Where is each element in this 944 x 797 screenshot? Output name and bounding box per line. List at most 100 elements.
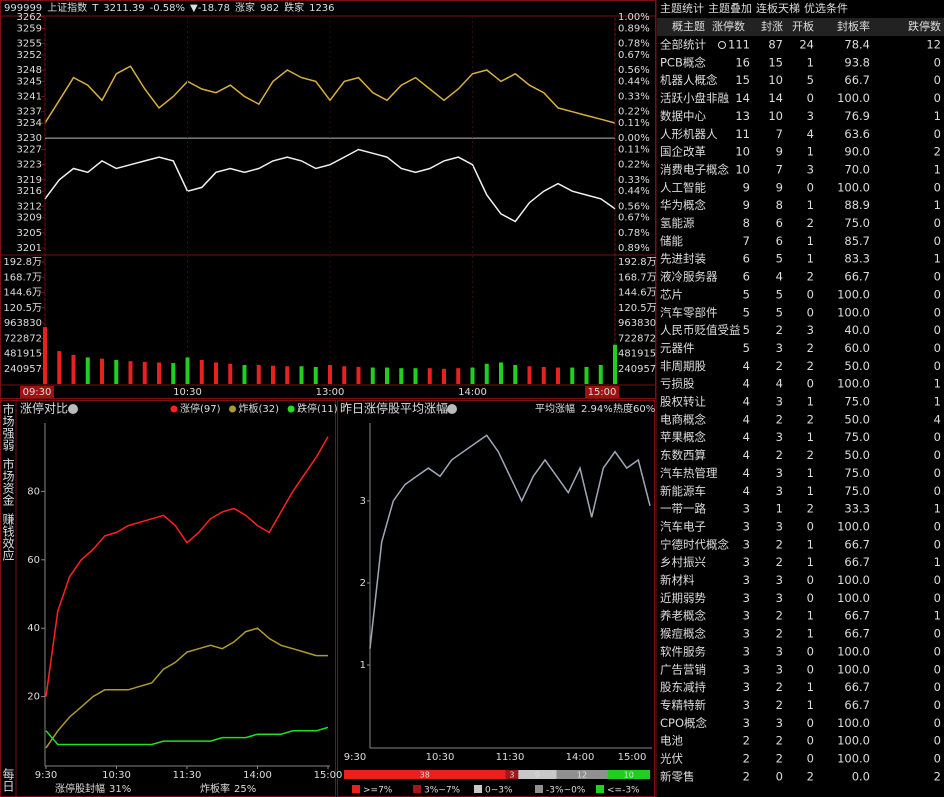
table-cell: 100.0 (837, 734, 870, 748)
side-tab[interactable]: 市场资金 (1, 457, 15, 506)
table-cell[interactable]: 电商概念 (660, 412, 706, 426)
table-cell[interactable]: 全部统计 (660, 38, 706, 52)
table-cell[interactable]: 汽车热管理 (660, 466, 718, 480)
table-cell[interactable]: 消费电子概念 (660, 162, 729, 176)
table-cell[interactable]: CPO概念 (660, 716, 708, 730)
table-cell[interactable]: 苹果概念 (660, 430, 706, 444)
column-header[interactable]: 封涨 (761, 19, 783, 33)
volume-bar (499, 362, 503, 384)
legend-entry: 涨停(97) (180, 402, 221, 415)
tab[interactable]: 优选条件 (804, 1, 848, 15)
table-cell: 3 (776, 644, 783, 658)
table-cell[interactable]: 专精特新 (660, 698, 706, 712)
table-cell[interactable]: 股东减持 (660, 680, 706, 694)
table-cell: 1 (934, 502, 941, 516)
x-tick-label: 14:00 (458, 387, 487, 398)
pct-label: 0.33% (618, 175, 650, 186)
table-cell: 4 (776, 377, 783, 391)
table-cell: 10 (768, 73, 783, 87)
table-cell[interactable]: 广告营销 (660, 662, 706, 676)
table-cell[interactable]: 股权转让 (660, 395, 706, 409)
table-cell[interactable]: 数据中心 (660, 109, 706, 123)
volume-bar (256, 365, 261, 384)
table-cell[interactable]: 汽车零部件 (660, 305, 718, 319)
table-cell[interactable]: 乡村振兴 (660, 555, 706, 569)
table-cell: 3 (743, 716, 750, 730)
header-flag: T (91, 3, 99, 14)
table-cell: 100.0 (837, 644, 870, 658)
table-cell[interactable]: 人工智能 (660, 180, 706, 194)
table-cell[interactable]: 电池 (660, 734, 683, 748)
side-tab[interactable]: 市场强弱 (1, 402, 15, 452)
table-cell: 3 (776, 591, 783, 605)
table-cell: 50.0 (844, 412, 870, 426)
table-cell[interactable]: 元器件 (660, 341, 695, 355)
table-cell[interactable]: 东数西算 (660, 448, 706, 462)
tab[interactable]: 连板天梯 (756, 1, 800, 15)
table-cell: 3 (743, 680, 750, 694)
legend-label: 0~3% (485, 786, 513, 796)
table-cell[interactable]: 光伏 (660, 752, 683, 766)
table-cell[interactable]: 氢能源 (660, 216, 695, 230)
table-cell[interactable]: 先进封装 (660, 252, 706, 266)
footer-value: 31% (109, 784, 131, 795)
table-cell[interactable]: 新能源车 (660, 484, 706, 498)
table-cell[interactable]: 储能 (660, 234, 683, 248)
table-cell[interactable]: 华为概念 (660, 198, 706, 212)
tab[interactable]: 主题叠加 (708, 2, 752, 15)
legend-entry: 跌停(11) (297, 402, 338, 415)
y-tick-label: 1 (360, 660, 366, 671)
table-cell: 66.7 (844, 698, 870, 712)
table-cell[interactable]: 活跃小盘非融 (660, 91, 729, 105)
table-cell[interactable]: 国企改革 (660, 145, 706, 159)
table-cell[interactable]: 汽车电子 (660, 519, 706, 533)
table-cell[interactable]: 宁德时代概念 (660, 537, 729, 551)
table-cell[interactable]: 新材料 (660, 573, 695, 587)
distribution-segment (556, 770, 608, 779)
distribution-segment (607, 770, 650, 779)
table-cell: 9 (776, 145, 783, 159)
table-cell[interactable]: 软件服务 (660, 644, 706, 658)
table-cell[interactable]: 人民币贬值受益 (660, 323, 741, 337)
tab[interactable]: 主题统计 (660, 2, 704, 15)
y-tick-label: 3212 (17, 201, 42, 212)
table-cell[interactable]: 一带一路 (660, 502, 706, 516)
column-header[interactable]: 涨停数 (712, 19, 745, 33)
table-cell: 3 (743, 555, 750, 569)
table-cell[interactable]: PCB概念 (660, 55, 706, 69)
table-cell: 0 (934, 323, 941, 337)
volume-bar (299, 366, 304, 384)
table-cell[interactable]: 液冷服务器 (660, 270, 718, 284)
table-cell[interactable]: 新零售 (660, 769, 695, 783)
distribution-value: 12 (577, 771, 587, 780)
table-cell: 2 (776, 734, 783, 748)
side-tab[interactable]: 赚钱效应 (1, 512, 15, 561)
table-cell: 0 (934, 234, 941, 248)
panel-title: 昨日涨停股平均涨幅 (340, 401, 448, 416)
table-cell: 3 (807, 323, 814, 337)
table-cell[interactable]: 近期弱势 (660, 591, 706, 605)
column-header[interactable]: 封板率 (837, 19, 870, 33)
x-tick-label: 15:00 (314, 770, 343, 781)
side-tab[interactable]: 每日 (1, 767, 15, 792)
table-cell: 3 (743, 573, 750, 587)
table-cell[interactable]: 非周期股 (660, 359, 706, 373)
pct-label: 0.11% (618, 118, 650, 129)
limit-line (45, 627, 328, 749)
x-tick-label: 11:30 (496, 752, 525, 763)
pct-label: 0.78% (618, 228, 650, 239)
table-cell: 3 (776, 573, 783, 587)
column-header[interactable]: 开板 (792, 19, 814, 33)
table-cell[interactable]: 猴痘概念 (660, 627, 706, 641)
table-cell[interactable]: 亏损股 (660, 377, 695, 391)
table-cell[interactable]: 芯片 (660, 287, 683, 301)
table-cell[interactable]: 养老概念 (660, 609, 706, 623)
table-cell: 0 (934, 662, 941, 676)
column-header[interactable]: 跌停数 (908, 19, 941, 33)
row-icon (718, 41, 726, 49)
table-cell[interactable]: 机器人概念 (660, 73, 718, 87)
table-cell[interactable]: 人形机器人 (660, 127, 718, 141)
info-icon (68, 404, 78, 414)
table-cell: 1 (807, 484, 814, 498)
column-header[interactable]: 概主题 (672, 20, 705, 33)
